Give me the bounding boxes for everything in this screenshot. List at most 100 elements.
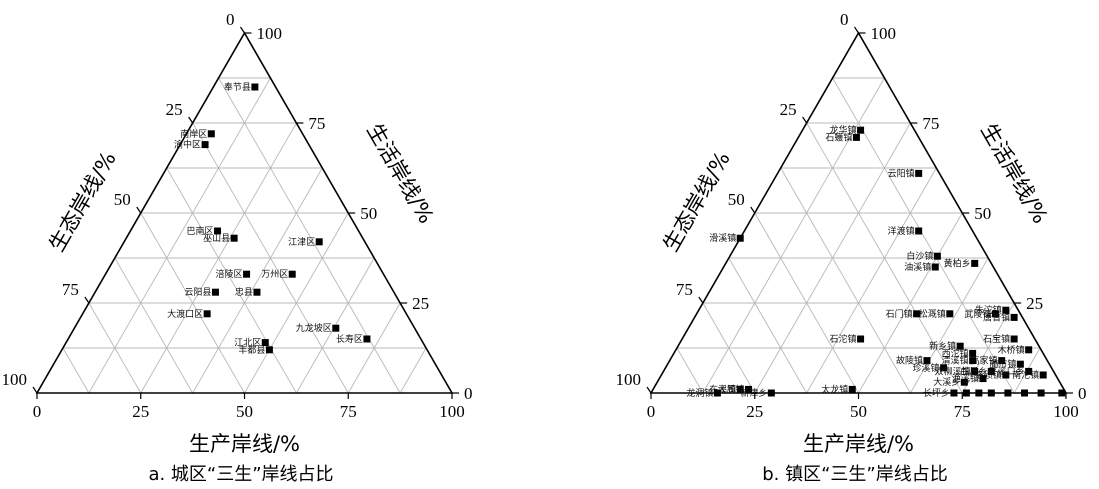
data-point [969,357,977,365]
grid-line [88,302,142,394]
right-axis-tick-label: 50 [974,204,991,223]
data-point-label: 巫山县 [203,233,230,244]
data-point [852,133,860,141]
bottom-axis-tick-label: 0 [647,402,656,421]
data-point [745,385,753,393]
chart-panel-b: b. 镇区“三生”岸线占比 0 0 0 25 25 25 50 50 50 75 75 75 100 10… [616,10,1087,485]
data-point-label: 忠县 [235,287,253,298]
grid-line [676,347,704,394]
left-axis-tick [240,26,245,34]
data-point [971,259,979,267]
grid-line [780,167,911,394]
left-axis-tick [136,206,142,214]
bottom-axis-title: 生产岸线/% [803,432,914,456]
data-point-label: 洋渡镇 [888,225,915,237]
data-point [848,385,856,393]
data-point [956,342,964,350]
data-point [207,130,215,138]
data-point [736,385,744,393]
data-point-label: 石宝镇 [983,333,1010,345]
left-axis-title: 生态岸线/% [45,147,121,255]
data-point-label: 滑溪镇 [709,232,736,244]
data-point-label: 曲尺乡 [960,366,987,377]
right-axis-tick-label: 25 [1026,294,1043,313]
grid-line [192,167,323,394]
grid-line [806,167,937,394]
data-point-label: 万州区 [261,269,288,280]
data-point [1002,306,1010,314]
data-point-label: 涪陵区 [216,268,243,280]
data-point-label: 龙华镇 [830,124,857,136]
data-point-label: 丰都县 [238,344,265,356]
grid-line [114,257,194,394]
data-point-label: 蔺市镇 [989,358,1016,370]
data-point [923,357,931,365]
data-point [201,141,209,149]
left-axis-tick [32,386,38,394]
data-point [288,270,296,278]
data-point-label: 太龙镇 [821,383,848,395]
data-point [251,83,259,91]
data-point-label: 油溪镇 [904,261,931,273]
left-axis-tick-label: 75 [676,280,693,299]
caption-b: b. 镇区“三生”岸线占比 [762,464,948,485]
data-point-label: 白沙镇 [906,250,933,262]
data-point-label: 松溉镇 [919,308,946,320]
data-point [857,335,865,343]
grid-line [140,212,245,394]
right-axis-tick-label: 0 [1078,384,1087,403]
left-axis-tick [188,116,194,124]
data-point [857,126,865,134]
data-point [1037,389,1045,397]
bottom-axis-tick-label: 50 [236,402,253,421]
data-point [946,310,954,318]
data-point-label: 石门镇 [886,308,913,320]
grid-line [88,77,271,394]
left-axis-tick [802,116,808,124]
data-point [998,357,1006,365]
data-point-label: 高家镇 [971,355,998,367]
left-axis-tick-label: 25 [780,100,797,119]
data-point-label: 奉节县 [224,81,251,93]
data-point-label: 新津乡 [740,387,767,399]
grid-line [754,212,859,394]
data-point [960,378,968,386]
bottom-axis-tick-label: 25 [746,402,763,421]
data-point-label: 故陵镇 [896,355,923,367]
grid-line [702,77,885,394]
caption-a: a. 城区“三生”岸线占比 [148,464,333,485]
data-point [979,375,987,383]
left-axis-tick [854,26,859,34]
data-point-label: 云阳镇 [888,167,915,179]
data-point-label: 大渡口区 [167,308,203,320]
right-axis-tick-label: 25 [412,294,429,313]
data-point [971,367,979,375]
data-point [1021,389,1028,397]
data-point-label: 江津区 [288,237,315,248]
data-point [211,288,219,296]
grid-line [347,302,401,394]
grid-line [62,347,90,394]
left-axis-tick-label: 100 [616,370,642,389]
data-point-label: 黄柏乡 [944,257,971,269]
data-point [933,252,941,260]
data-point-label: 江北区 [234,338,261,349]
data-point [913,310,921,318]
grid-line [728,257,808,394]
data-point-label: 珍溪镇 [913,362,940,374]
data-point-label: 南沱镇 [1012,369,1039,381]
data-point [1010,335,1018,343]
data-point-label: 武陵镇 [964,308,991,320]
data-point [969,349,977,357]
left-axis-tick [750,206,756,214]
data-point [1025,367,1033,375]
data-point-label: 巴南区 [187,225,214,237]
grid-line [909,257,989,394]
left-axis-tick [698,296,704,304]
right-axis-tick-label: 75 [308,114,325,133]
data-point-label: 石蠖镇 [825,131,852,143]
data-point [987,389,995,397]
data-point-label: 云阳县 [184,287,211,298]
data-point [230,234,238,242]
